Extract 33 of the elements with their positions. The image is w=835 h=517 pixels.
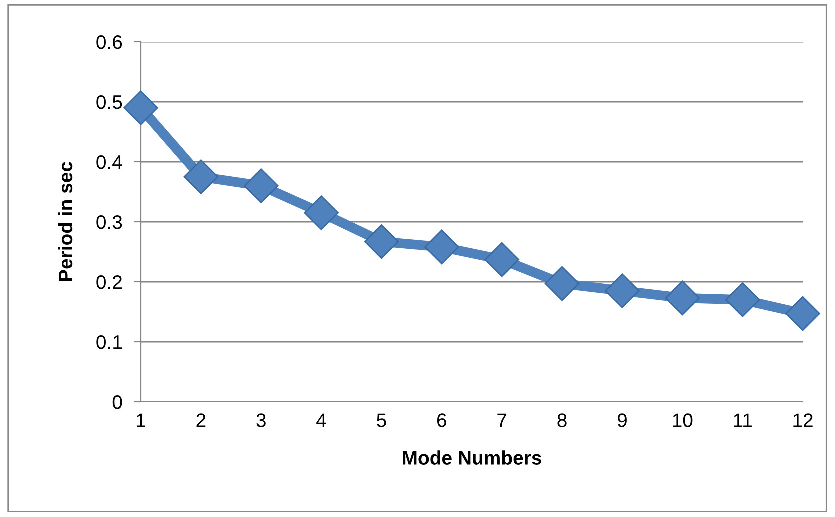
x-tick-label: 3 bbox=[256, 414, 266, 428]
y-tick-label: 0.4 bbox=[96, 155, 122, 170]
point bbox=[244, 168, 279, 204]
x-tick-label: 5 bbox=[377, 414, 386, 428]
x-tick-label: 6 bbox=[437, 414, 446, 428]
x-axis-title: Mode Numbers bbox=[403, 450, 542, 465]
point bbox=[605, 274, 640, 308]
point bbox=[424, 230, 460, 265]
x-tick-label: 7 bbox=[498, 414, 507, 428]
point bbox=[725, 282, 760, 318]
x-tick-label: 9 bbox=[618, 414, 627, 428]
x-tick-label: 11 bbox=[734, 414, 752, 428]
point bbox=[544, 266, 580, 302]
y-tick-label: 0.3 bbox=[96, 215, 122, 230]
y-tick-label: 0.1 bbox=[96, 335, 122, 350]
point bbox=[124, 90, 158, 126]
y-tick-label: 0.6 bbox=[96, 35, 122, 50]
x-tick-label: 1 bbox=[137, 414, 146, 428]
y-tick-label: 0 bbox=[112, 395, 122, 410]
x-tick-label: 12 bbox=[794, 414, 813, 428]
x-tick-label: 8 bbox=[558, 414, 567, 428]
x-tick-label: 4 bbox=[316, 414, 326, 428]
y-axis-title: Period in sec bbox=[58, 162, 73, 282]
y-tick-label: 0.5 bbox=[96, 95, 122, 110]
point bbox=[484, 242, 520, 278]
point bbox=[184, 160, 219, 194]
x-tick-label: 2 bbox=[196, 414, 206, 428]
x-tick-label: 10 bbox=[673, 414, 693, 428]
point bbox=[364, 224, 400, 260]
y-tick-label: 0.2 bbox=[96, 275, 122, 290]
point bbox=[786, 296, 820, 332]
point bbox=[304, 196, 339, 230]
point bbox=[665, 280, 700, 316]
